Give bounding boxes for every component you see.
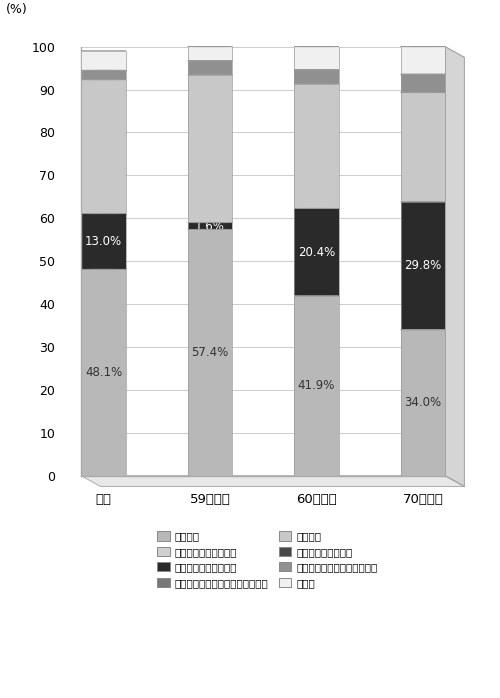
Text: 1.6%: 1.6% xyxy=(195,220,225,232)
Text: 29.8%: 29.8% xyxy=(404,260,442,272)
Text: 25.5%: 25.5% xyxy=(404,141,442,154)
Text: 34.4%: 34.4% xyxy=(192,142,228,155)
Legend: 労働所得, 配当所得（株式など）, 土地・不動産賃貸所得, 権利所得（ロイヤリティーなど）, 事業所得, 政府からの社会給付, 金利所得（預金・保険など）, そ: 労働所得, 配当所得（株式など）, 土地・不動産賃貸所得, 権利所得（ロイヤリテ… xyxy=(157,531,378,588)
Bar xyxy=(82,269,126,476)
Text: 57.4%: 57.4% xyxy=(192,346,228,359)
Bar xyxy=(294,296,339,476)
Text: 41.9%: 41.9% xyxy=(298,379,335,392)
Bar xyxy=(188,61,232,75)
Bar xyxy=(400,93,445,202)
Bar xyxy=(294,47,339,70)
Text: (%): (%) xyxy=(6,3,28,16)
Text: 31.2%: 31.2% xyxy=(85,140,122,153)
Text: 6.4%: 6.4% xyxy=(408,55,437,66)
Bar xyxy=(294,209,339,296)
Text: 5.4%: 5.4% xyxy=(302,53,330,64)
Text: 48.1%: 48.1% xyxy=(85,366,122,379)
Text: 29.0%: 29.0% xyxy=(298,140,335,153)
Text: 20.4%: 20.4% xyxy=(298,246,335,259)
Bar xyxy=(82,214,126,269)
Text: 13.0%: 13.0% xyxy=(85,235,122,248)
Text: 34.0%: 34.0% xyxy=(404,396,442,409)
Bar xyxy=(188,47,232,61)
Bar xyxy=(294,84,339,209)
Polygon shape xyxy=(82,476,464,487)
Bar xyxy=(188,75,232,223)
Bar xyxy=(82,70,126,80)
Bar xyxy=(82,51,126,70)
Bar xyxy=(294,70,339,84)
Polygon shape xyxy=(445,47,464,487)
Bar xyxy=(188,223,232,230)
Bar xyxy=(400,47,445,74)
Bar xyxy=(400,202,445,330)
Bar xyxy=(82,80,126,214)
Text: 4.5%: 4.5% xyxy=(90,56,118,66)
Bar xyxy=(400,74,445,93)
Bar xyxy=(400,330,445,476)
Bar xyxy=(188,230,232,476)
Text: 3.3%: 3.3% xyxy=(196,49,224,59)
